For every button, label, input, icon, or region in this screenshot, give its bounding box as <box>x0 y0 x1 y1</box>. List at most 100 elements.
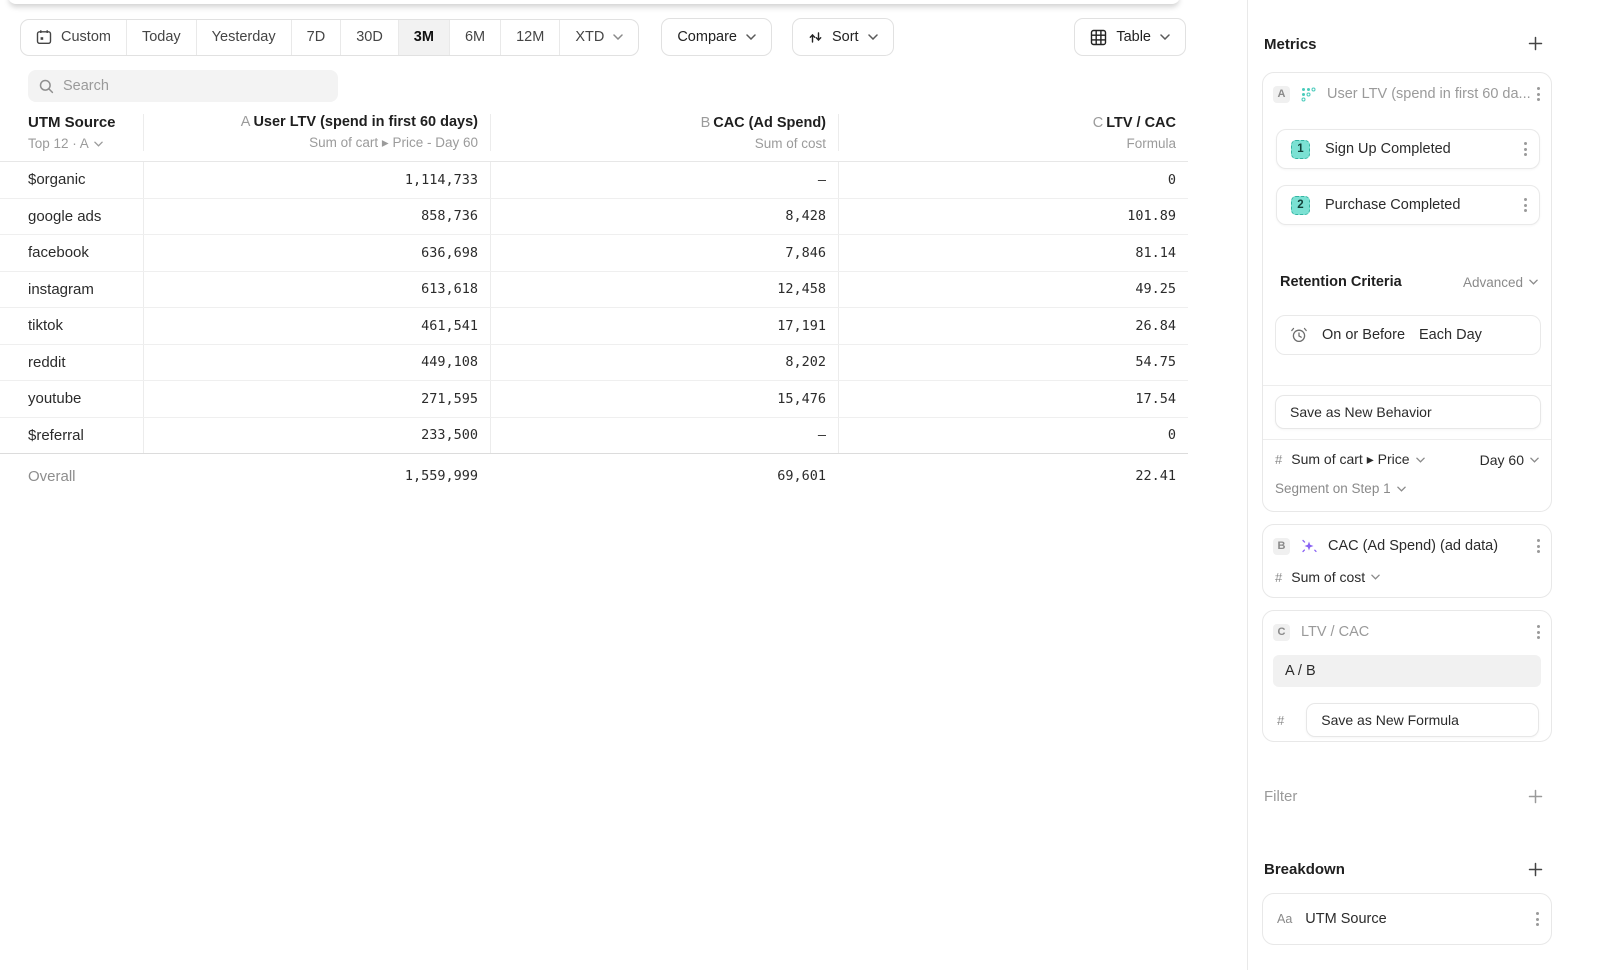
string-type-icon: Aa <box>1277 912 1293 926</box>
measurement-window-dropdown[interactable]: Day 60 <box>1480 452 1539 468</box>
date-range-12m[interactable]: 12M <box>501 19 561 55</box>
column-subtitle[interactable]: Top 12 · A <box>28 136 103 151</box>
table-row[interactable]: reddit 449,108 8,202 54.75 <box>0 344 1188 381</box>
metric-letter-badge: B <box>1273 537 1290 555</box>
cell-value: 8,202 <box>490 344 838 380</box>
date-range-label: 12M <box>516 29 545 45</box>
metric-title: User LTV (spend in first 60 da... <box>1327 86 1531 102</box>
row-label: $referral <box>28 426 84 444</box>
retention-criteria-card[interactable]: On or Before Each Day <box>1275 315 1541 355</box>
measurement-property-dropdown[interactable]: Sum of cost <box>1291 569 1380 585</box>
add-breakdown-button[interactable] <box>1528 862 1543 877</box>
save-as-new-behavior-button[interactable]: Save as New Behavior <box>1275 395 1541 429</box>
kebab-menu-icon[interactable] <box>1521 195 1530 215</box>
column-subtitle: Sum of cart ▸ Price - Day 60 <box>309 135 478 150</box>
step-number-badge: 2 <box>1291 195 1310 215</box>
compare-label: Compare <box>677 29 737 45</box>
column-header-c[interactable]: C LTV / CAC Formula <box>838 114 1188 151</box>
compare-button[interactable]: Compare <box>661 18 772 56</box>
overall-value-c: 22.41 <box>1135 468 1176 484</box>
kebab-menu-icon[interactable] <box>1533 909 1542 929</box>
row-label: google ads <box>28 207 102 225</box>
table-row[interactable]: $organic 1,114,733–0 <box>0 162 1188 199</box>
measurement-row: # Sum of cart ▸ Price Day 60 <box>1275 451 1539 468</box>
date-range-30d[interactable]: 30D <box>341 19 399 55</box>
table-row[interactable]: $referral 233,500–0 <box>0 417 1188 454</box>
save-as-new-formula-button[interactable]: Save as New Formula <box>1306 703 1539 737</box>
metric-title: CAC (Ad Spend) (ad data) <box>1328 538 1499 554</box>
add-metric-button[interactable] <box>1528 36 1543 51</box>
query-builder-sidebar: Metrics A User LTV (spend in first 60 da… <box>1247 0 1600 970</box>
cell-value: 858,736 <box>143 198 490 234</box>
kebab-menu-icon[interactable] <box>1534 622 1543 642</box>
breakdown-section-title: Breakdown <box>1264 861 1345 878</box>
date-range-today[interactable]: Today <box>127 19 197 55</box>
cell-value: 613,618 <box>143 271 490 307</box>
table-row[interactable]: google ads 858,736 8,428 101.89 <box>0 198 1188 235</box>
retention-advanced-dropdown[interactable]: Advanced <box>1463 275 1538 290</box>
column-subtitle: Sum of cost <box>754 136 826 151</box>
metric-a-header[interactable]: A User LTV (spend in first 60 da... <box>1273 84 1543 104</box>
kebab-menu-icon[interactable] <box>1521 139 1530 159</box>
view-type-button[interactable]: Table <box>1074 18 1186 56</box>
search-input[interactable]: Search <box>28 70 338 102</box>
cell-value: – <box>490 417 838 453</box>
add-filter-button[interactable] <box>1528 789 1543 804</box>
column-header-a[interactable]: A User LTV (spend in first 60 days) Sum o… <box>143 114 490 151</box>
row-label: youtube <box>28 390 82 408</box>
sort-button[interactable]: Sort <box>791 18 894 56</box>
table-row[interactable]: facebook 636,698 7,846 81.14 <box>0 235 1188 272</box>
row-label: $organic <box>28 171 86 189</box>
date-range-xtd[interactable]: XTD <box>560 20 638 55</box>
table-row[interactable]: youtube 271,595 15,476 17.54 <box>0 381 1188 418</box>
criteria-window-label: Each Day <box>1419 327 1482 343</box>
divider <box>1263 385 1551 386</box>
overall-label: Overall <box>28 467 76 485</box>
formula-input[interactable]: A / B <box>1273 655 1541 687</box>
behavioral-metric-icon <box>1301 87 1316 101</box>
segment-on-step-dropdown[interactable]: Segment on Step 1 <box>1275 481 1406 496</box>
metric-letter-badge: A <box>1273 85 1290 103</box>
metric-b-header[interactable]: B CAC (Ad Spend) (ad data) <box>1273 536 1543 556</box>
retention-criteria-title: Retention Criteria <box>1280 274 1402 290</box>
table-overall-row: Overall 1,559,999 69,601 22.41 <box>0 454 1188 498</box>
cell-value: – <box>490 162 838 198</box>
save-behavior-label: Save as New Behavior <box>1290 404 1432 420</box>
sort-label: Sort <box>831 29 859 45</box>
column-letter: B <box>700 115 711 131</box>
plus-icon <box>1528 789 1543 804</box>
cell-value: 636,698 <box>143 235 490 271</box>
chevron-down-icon <box>94 141 103 147</box>
measurement-property-dropdown[interactable]: Sum of cart ▸ Price <box>1291 451 1425 468</box>
cell-value: 461,541 <box>143 308 490 344</box>
step-card-1[interactable]: 1 Sign Up Completed <box>1276 129 1540 169</box>
sparkle-metric-icon <box>1302 539 1317 553</box>
date-range-3m-selected[interactable]: 3M <box>398 19 450 55</box>
plus-icon <box>1528 36 1543 51</box>
date-range-label: 30D <box>356 29 383 45</box>
kebab-menu-icon[interactable] <box>1534 536 1543 556</box>
breakdown-item-utm-source[interactable]: Aa UTM Source <box>1262 893 1552 945</box>
date-range-label: 6M <box>464 29 486 45</box>
kebab-menu-icon[interactable] <box>1534 84 1543 104</box>
date-range-yesterday[interactable]: Yesterday <box>197 19 292 55</box>
numeric-type-icon: # <box>1277 712 1285 728</box>
column-letter: C <box>1092 115 1104 131</box>
table-row[interactable]: instagram 613,618 12,458 49.25 <box>0 271 1188 308</box>
filter-section-title: Filter <box>1264 788 1298 805</box>
metric-c-header[interactable]: C LTV / CAC <box>1273 622 1543 642</box>
cell-value: 26.84 <box>838 308 1188 344</box>
step-card-2[interactable]: 2 Purchase Completed <box>1276 185 1540 225</box>
date-range-custom[interactable]: Custom <box>21 19 127 55</box>
column-header-utm-source[interactable]: UTM Source Top 12 · A <box>0 114 143 151</box>
row-label: tiktok <box>28 317 64 335</box>
cell-value: 49.25 <box>838 271 1188 307</box>
date-range-6m[interactable]: 6M <box>450 19 502 55</box>
column-header-b[interactable]: B CAC (Ad Spend) Sum of cost <box>490 114 838 151</box>
date-range-control: Custom Today Yesterday 7D 30D 3M 6M 12M … <box>20 18 640 56</box>
breakdown-item-label: UTM Source <box>1305 911 1387 927</box>
table-row[interactable]: tiktok 461,541 17,191 26.84 <box>0 308 1188 345</box>
date-range-7d[interactable]: 7D <box>292 19 342 55</box>
criteria-condition-label: On or Before <box>1322 327 1406 343</box>
metric-card-a: A User LTV (spend in first 60 da... 1 Si… <box>1262 72 1552 512</box>
